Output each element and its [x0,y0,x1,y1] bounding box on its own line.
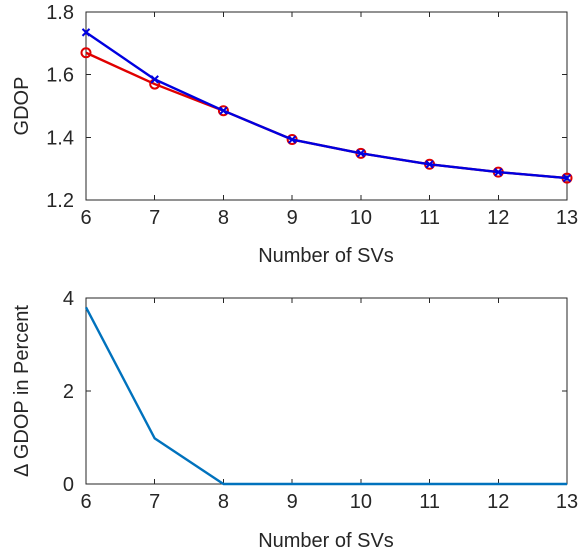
delta-gdop-plot-x-axis-label: Number of SVs [258,530,394,552]
gdop-plot-axes-box [85,11,568,201]
gdop-plot-series-1-point [425,160,434,169]
delta-gdop-plot-ticks: 6 7 8 9 10 11 12 13 0 2 4 [63,288,578,513]
gdop-plot-x-tick-label: 11 [419,207,440,229]
gdop-plot-x-tick-label: 7 [149,207,160,229]
x-marker-stroke [150,75,159,84]
x-marker-stroke [494,167,503,177]
gdop-plot-series-1-point [562,173,572,183]
gdop-plot-x-tick-label: 8 [218,207,229,229]
x-marker-stroke [219,106,228,115]
delta-gdop-plot-x-tick-label: 8 [218,491,229,513]
delta-gdop-plot-x-tick-label: 9 [287,491,298,513]
delta-gdop-plot-series [84,306,567,486]
delta-gdop-plot-x-tick-label: 10 [350,491,372,513]
gdop-plot-series-1-point [150,75,159,84]
delta-gdop-plot-x-tick-label: 7 [149,491,160,513]
gdop-plot-x-tick-label: 9 [287,207,298,229]
x-marker-stroke [356,149,366,158]
delta-gdop-plot-x-tick-label: 13 [556,491,578,513]
gdop-plot-series-1-line [85,31,568,180]
delta-gdop-plot-y-axis-label: Δ GDOP in Percent [11,305,33,477]
delta-gdop-plot-x-tick-label: 11 [419,491,440,513]
gdop-plot-y-tick-label: 1.4 [46,127,74,149]
gdop-plot-series-0-point [217,105,229,117]
gdop-plot-series-1-point [494,167,503,177]
x-marker-stroke [287,135,297,144]
delta-gdop-plot-x-tick-label: 6 [80,491,91,513]
x-marker-stroke [425,160,434,169]
delta-gdop-plot-y-tick-label: 0 [63,474,74,496]
gdop-plot-series-0-point [80,47,92,59]
gdop-plot-y-axis-label: GDOP [11,77,33,136]
gdop-plot-x-axis-label: Number of SVs [258,245,394,267]
gdop-plot: 6 7 8 9 10 11 12 13 1.2 1.4 1.6 1.8 Number of SVs G… [11,2,578,267]
gdop-plot-x-tick-label: 13 [556,207,578,229]
delta-gdop-plot-axes-box [85,297,568,485]
gdop-plot-y-tick-label: 1.2 [46,190,74,212]
gdop-plot-series-1-point [81,28,91,37]
gdop-plot-y-tick-label: 1.6 [46,65,74,87]
x-marker-stroke [81,28,91,37]
x-marker-stroke [562,173,572,183]
gdop-plot-x-tick-label: 10 [350,207,372,229]
delta-gdop-plot-y-tick-label: 2 [63,381,74,403]
gdop-plot-series [80,28,573,184]
gdop-plot-y-tick-label: 1.8 [46,2,74,24]
delta-gdop-plot-y-tick-label: 4 [63,288,74,310]
gdop-plot-series-0-line [85,51,568,180]
gdop-plot-ticks: 6 7 8 9 10 11 12 13 1.2 1.4 1.6 1.8 [46,2,578,229]
delta-gdop-plot: 6 7 8 9 10 11 12 13 0 2 4 Number of SVs Δ GDOP in … [11,288,578,552]
gdop-plot-series-1-point [356,149,366,158]
delta-gdop-plot-series-0-line [84,306,567,486]
gdop-plot-x-tick-label: 12 [487,207,509,229]
gdop-plot-series-1-point [287,135,297,144]
gdop-plot-series-1-point [219,106,228,115]
delta-gdop-plot-x-tick-label: 12 [487,491,509,513]
gdop-plot-x-tick-label: 6 [80,207,91,229]
